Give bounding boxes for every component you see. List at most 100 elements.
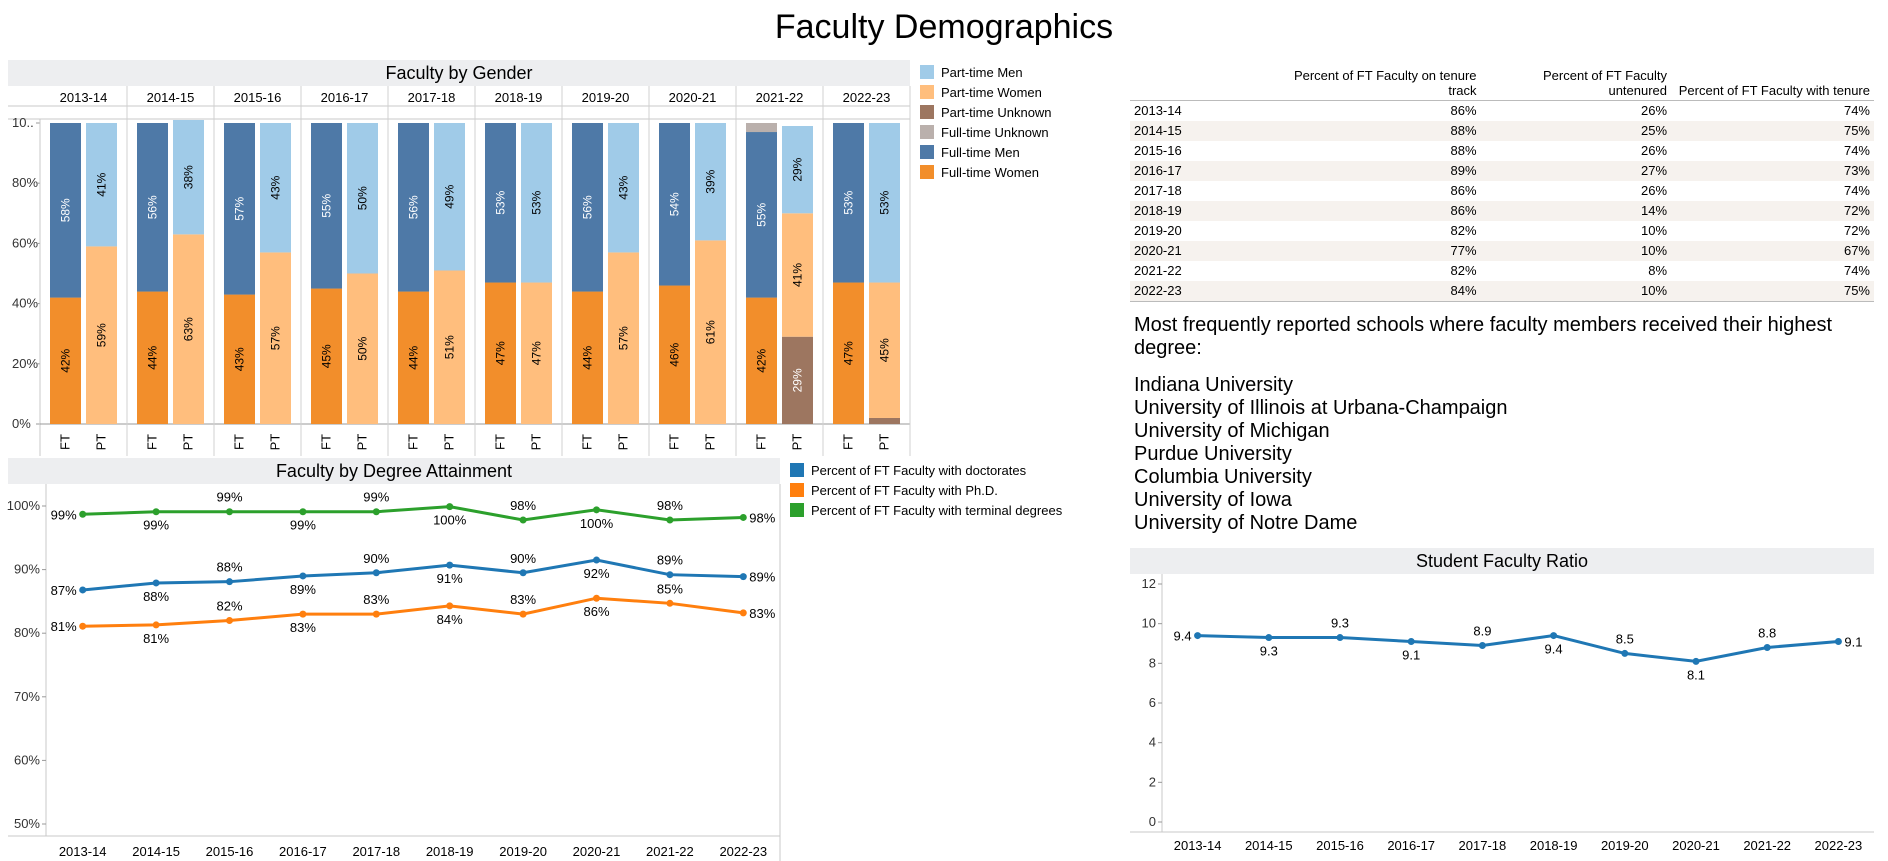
degree-point-doctorates [739, 573, 747, 581]
gender-bar-pt-men [695, 123, 726, 241]
table-row: 2021-22 82% 8% 74% [1130, 261, 1874, 281]
gender-chart: 0% 20% 40% 60% 80% 10.. 2013-14 42% 58% FT 59% 41% P… [8, 86, 911, 456]
degree-data-label: 84% [437, 612, 463, 627]
degree-point-phd [446, 602, 454, 610]
gender-group-label: PT [442, 434, 457, 451]
gender-bar-pt-women [869, 282, 900, 418]
gender-bar-label: 47% [494, 341, 508, 365]
gender-bar-ft-men [833, 123, 864, 283]
degree-x-tick: 2019-20 [499, 844, 547, 859]
ratio-chart-title: Student Faculty Ratio [1130, 548, 1874, 574]
ratio-y-tick: 12 [1142, 576, 1156, 591]
legend-swatch [920, 125, 934, 139]
table-cell: 25% [1480, 121, 1672, 141]
tenure-header-year [1130, 66, 1282, 101]
degree-point-phd [739, 609, 747, 617]
legend-swatch [920, 105, 934, 119]
legend-label: Part-time Women [941, 84, 1042, 100]
degree-point-doctorates [372, 569, 380, 577]
ratio-point [1763, 643, 1771, 651]
ratio-x-tick: 2020-21 [1672, 838, 1720, 853]
degree-data-label: 98% [657, 498, 683, 513]
gender-bar-pt-men [521, 123, 552, 283]
gender-bar-label: 63% [182, 317, 196, 341]
gender-year-header: 2022-23 [843, 90, 891, 105]
legend-label: Full-time Unknown [941, 124, 1049, 140]
ratio-y-tick: 8 [1149, 655, 1156, 670]
school-item: University of Michigan [1134, 420, 1330, 442]
table-row-year: 2014-15 [1130, 121, 1282, 141]
gender-group-label: FT [58, 434, 73, 450]
schools-section: Most frequently reported schools where f… [1134, 314, 1874, 535]
table-row: 2014-15 88% 25% 75% [1130, 121, 1874, 141]
ratio-x-tick: 2021-22 [1743, 838, 1791, 853]
degree-x-tick: 2016-17 [279, 844, 327, 859]
table-row: 2020-21 77% 10% 67% [1130, 241, 1874, 261]
gender-group-label: FT [493, 434, 508, 450]
gender-bar-label: 57% [269, 326, 283, 350]
gender-group-label: FT [232, 434, 247, 450]
gender-year-header: 2021-22 [756, 90, 804, 105]
table-cell: 74% [1843, 143, 1870, 158]
gender-bar-label: 43% [269, 175, 283, 199]
degree-point-terminal [299, 508, 307, 516]
gender-bar-label: 41% [791, 263, 805, 287]
gender-group-label: FT [667, 434, 682, 450]
tenure-header-track: Percent of FT Faculty on tenure track [1281, 66, 1481, 101]
tenure-header-untenured: Percent of FT Faculty untenured [1480, 66, 1672, 101]
legend-label: Percent of FT Faculty with doctorates [811, 462, 1027, 478]
gender-bar-label: 49% [443, 184, 457, 208]
gender-y-tick: 40% [12, 296, 38, 311]
degree-data-label: 83% [363, 592, 389, 607]
gender-group-label: FT [841, 434, 856, 450]
degree-data-label: 87% [51, 583, 77, 598]
gender-group-label: FT [754, 434, 769, 450]
ratio-data-label: 8.1 [1687, 667, 1705, 682]
gender-year-header: 2019-20 [582, 90, 630, 105]
schools-heading: Most frequently reported schools where f… [1134, 314, 1833, 359]
ratio-y-tick: 10 [1142, 616, 1156, 631]
gender-bar-label: 50% [356, 336, 370, 360]
degree-x-tick: 2013-14 [59, 844, 107, 859]
table-cell: 26% [1641, 183, 1668, 198]
ratio-point [1621, 649, 1629, 657]
gender-bar-label: 55% [320, 193, 334, 217]
ratio-y-tick: 2 [1149, 774, 1156, 789]
degree-data-label: 82% [216, 598, 242, 613]
degree-data-label: 98% [510, 498, 536, 513]
table-row-year: 2016-17 [1130, 161, 1282, 181]
gender-bar-label: 56% [407, 195, 421, 219]
gender-bar-label: 53% [842, 190, 856, 214]
ratio-y-tick: 4 [1149, 735, 1156, 750]
gender-bar-pt-men [608, 123, 639, 253]
degree-point-terminal [372, 508, 380, 516]
table-cell: 74% [1843, 263, 1870, 278]
degree-point-doctorates [226, 578, 233, 586]
degree-data-label: 85% [657, 581, 683, 596]
gender-bar-label: 54% [668, 192, 682, 216]
tenure-header-tenure: Percent of FT Faculty with tenure [1671, 66, 1874, 101]
degree-y-tick: 80% [14, 625, 40, 640]
degree-point-terminal [152, 508, 160, 516]
gender-bar-pt-women [260, 252, 291, 424]
table-cell: 89% [1281, 161, 1481, 181]
degree-data-label: 81% [51, 619, 77, 634]
degree-data-label: 89% [290, 582, 316, 597]
ratio-point [1692, 657, 1700, 665]
ratio-data-label: 8.9 [1473, 623, 1491, 638]
gender-bar-ft-women [224, 294, 255, 424]
table-cell: 72% [1843, 223, 1870, 238]
table-cell: 84% [1281, 281, 1481, 302]
ratio-y-tick: 6 [1149, 695, 1156, 710]
gender-y-tick: 80% [12, 175, 38, 190]
degree-point-phd [519, 610, 527, 618]
degree-x-tick: 2017-18 [352, 844, 400, 859]
ratio-point [1550, 632, 1558, 640]
gender-year-header: 2018-19 [495, 90, 543, 105]
degree-point-phd [372, 610, 380, 618]
table-cell: 86% [1281, 201, 1481, 221]
degree-data-label: 90% [363, 551, 389, 566]
ratio-x-tick: 2015-16 [1316, 838, 1364, 853]
degree-point-phd [226, 616, 233, 624]
gender-legend-item: Full-time Unknown [920, 122, 1052, 142]
